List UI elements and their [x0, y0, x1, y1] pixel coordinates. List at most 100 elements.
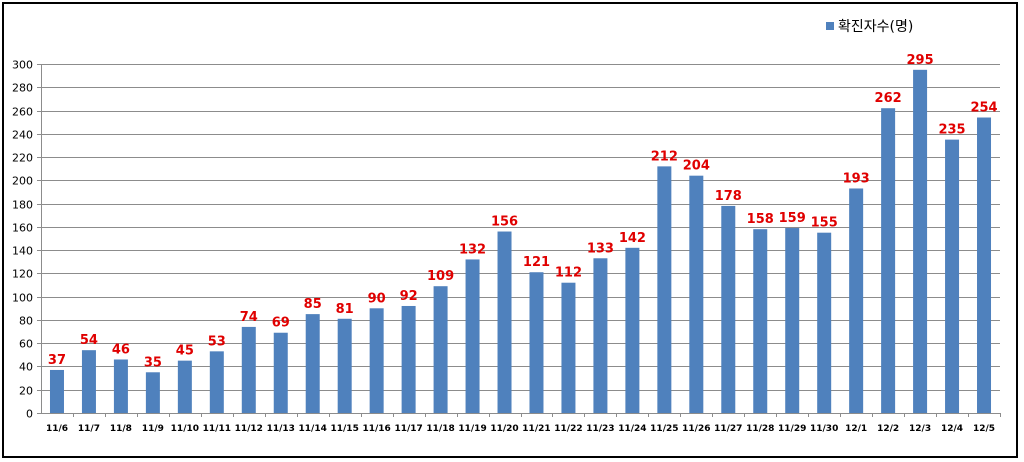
data-label: 132 [459, 242, 486, 257]
x-tick-label: 11/25 [650, 424, 678, 434]
bar [177, 360, 192, 413]
bar [753, 229, 768, 413]
x-tick-label: 12/3 [909, 424, 931, 434]
x-tick-label: 11/19 [458, 424, 486, 434]
bar [817, 232, 832, 413]
x-tick-label: 12/1 [845, 424, 867, 434]
bar [369, 308, 384, 413]
data-label: 35 [144, 355, 162, 370]
data-label: 142 [619, 231, 646, 246]
data-label: 133 [587, 241, 614, 256]
bar [657, 166, 672, 413]
y-tick-label: 80 [19, 315, 33, 328]
y-tick-label: 300 [12, 59, 33, 72]
bar [497, 231, 512, 413]
x-tick-label: 11/18 [426, 424, 454, 434]
bar [625, 247, 640, 413]
bar [561, 282, 576, 413]
x-tick-label: 11/11 [203, 424, 231, 434]
bar [977, 117, 992, 413]
bar [401, 305, 416, 413]
data-label: 37 [48, 353, 66, 368]
y-tick-label: 20 [19, 385, 33, 398]
data-label: 158 [747, 212, 774, 227]
x-tick-label: 11/10 [171, 424, 199, 434]
x-tick-label: 11/29 [778, 424, 806, 434]
bar [273, 332, 288, 413]
bar [593, 258, 608, 413]
x-tick-label: 12/5 [973, 424, 995, 434]
x-tick-label: 11/16 [362, 424, 390, 434]
bars [49, 69, 992, 414]
data-label: 155 [811, 216, 838, 231]
x-tick-label: 11/8 [110, 424, 132, 434]
x-tick-label: 12/2 [877, 424, 899, 434]
legend: 확진자수(명) [826, 19, 913, 35]
data-label: 46 [112, 342, 130, 357]
data-label: 92 [400, 289, 418, 304]
data-label: 45 [176, 344, 194, 359]
x-tick-label: 11/22 [554, 424, 582, 434]
data-label: 121 [523, 255, 550, 270]
bar [305, 314, 320, 413]
y-tick-label: 40 [19, 361, 33, 374]
bar [241, 326, 256, 413]
data-label: 90 [368, 291, 386, 306]
y-tick-label: 120 [12, 268, 33, 281]
bar [881, 108, 896, 413]
y-tick-label: 240 [12, 129, 33, 142]
bar [529, 272, 544, 413]
x-tick-label: 11/24 [618, 424, 646, 434]
legend-label: 확진자수(명) [838, 19, 913, 35]
bar [721, 205, 736, 413]
x-tick-label: 11/14 [299, 424, 327, 434]
x-tick-label: 11/12 [235, 424, 263, 434]
bar [785, 228, 800, 413]
x-axis: 11/6 11/7 11/8 11/9 11/10 11/11 11/12 11/13 11/1… [41, 413, 1001, 434]
bar [113, 359, 128, 413]
y-tick-label: 220 [12, 152, 33, 165]
gridlines [41, 64, 1000, 391]
x-tick-label: 11/9 [142, 424, 164, 434]
bar [945, 139, 960, 413]
bar [209, 351, 224, 413]
x-tick-label: 11/23 [586, 424, 614, 434]
y-tick-label: 200 [12, 175, 33, 188]
y-tick-label: 280 [12, 82, 33, 95]
x-tick-label: 11/17 [394, 424, 422, 434]
y-tick-label: 100 [12, 292, 33, 305]
legend-swatch [826, 22, 834, 30]
data-label: 112 [555, 266, 582, 281]
bar [465, 259, 480, 413]
bar [49, 369, 64, 413]
bar [81, 350, 96, 413]
bar [849, 188, 864, 413]
data-label: 53 [208, 334, 226, 349]
data-label: 69 [272, 316, 290, 331]
data-label: 156 [491, 215, 518, 230]
bar [145, 372, 160, 413]
data-label: 81 [336, 302, 354, 317]
bar [337, 318, 352, 413]
x-tick-label: 11/26 [682, 424, 710, 434]
data-label: 212 [651, 149, 678, 164]
data-label: 193 [843, 171, 870, 186]
bar [689, 175, 704, 413]
bar [433, 286, 448, 413]
data-label: 254 [970, 101, 997, 116]
data-label: 159 [779, 211, 806, 226]
data-label: 178 [715, 189, 742, 204]
x-tick-label: 11/13 [267, 424, 295, 434]
data-label: 109 [427, 269, 454, 284]
y-tick-label: 260 [12, 106, 33, 119]
data-label: 262 [875, 91, 902, 106]
x-tick-label: 11/20 [490, 424, 518, 434]
data-label: 204 [683, 159, 710, 174]
y-tick-label: 180 [12, 199, 33, 212]
data-label: 54 [80, 333, 98, 348]
x-tick-label: 11/27 [714, 424, 742, 434]
x-tick-label: 11/6 [46, 424, 68, 434]
bar [913, 69, 928, 414]
y-tick-label: 0 [26, 408, 33, 421]
